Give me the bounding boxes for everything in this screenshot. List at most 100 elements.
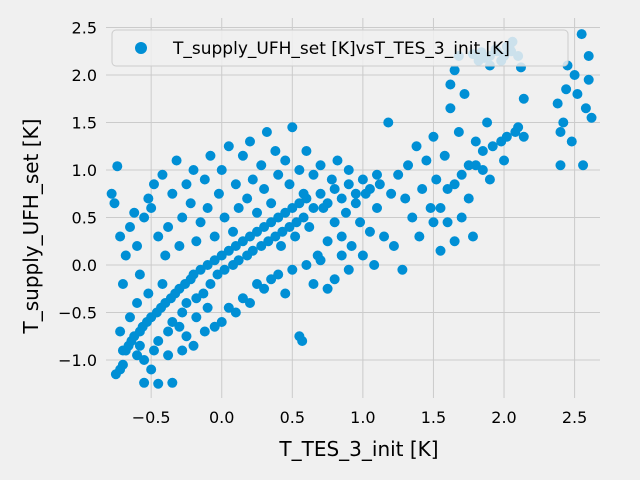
data-point xyxy=(195,217,206,228)
data-point xyxy=(294,198,305,209)
data-point xyxy=(117,345,128,356)
data-point xyxy=(115,231,126,242)
data-point xyxy=(167,317,178,327)
data-point xyxy=(181,331,192,342)
data-point xyxy=(518,93,529,104)
x-tick-label: 0.0 xyxy=(209,408,234,427)
data-point xyxy=(386,188,397,199)
data-point xyxy=(371,203,382,213)
data-point xyxy=(287,203,298,213)
data-point xyxy=(329,184,340,194)
data-point xyxy=(191,293,202,304)
data-point xyxy=(216,250,227,261)
data-point xyxy=(205,279,216,289)
data-point xyxy=(484,174,495,185)
legend-box xyxy=(111,29,569,67)
data-point xyxy=(336,250,347,261)
legend-label: T_supply_UFH_set [K]vsT_TES_3_init [K] xyxy=(172,39,510,59)
data-point xyxy=(287,122,298,133)
data-point xyxy=(247,174,258,185)
data-point xyxy=(273,169,284,180)
y-tick-label: 2.5 xyxy=(72,19,97,38)
data-point xyxy=(357,174,368,185)
data-point xyxy=(146,364,157,375)
data-point xyxy=(139,355,150,365)
data-point xyxy=(191,312,202,323)
data-point xyxy=(237,236,248,247)
data-point xyxy=(191,236,202,247)
data-point xyxy=(223,245,234,256)
data-point xyxy=(209,231,220,242)
x-axis-label: T_TES_3_init [K] xyxy=(278,437,438,461)
y-tick-label: 1.5 xyxy=(72,114,97,133)
data-point xyxy=(586,112,597,123)
data-point xyxy=(273,269,284,280)
data-point xyxy=(259,184,270,194)
data-point xyxy=(558,117,569,128)
data-point xyxy=(129,207,140,218)
data-point xyxy=(435,245,446,256)
data-point xyxy=(216,317,227,327)
data-point xyxy=(230,179,241,190)
data-point xyxy=(456,169,467,180)
data-point xyxy=(369,260,380,270)
data-point xyxy=(417,184,428,194)
x-tick-label: 2.5 xyxy=(562,408,587,427)
data-point xyxy=(181,298,192,308)
data-point xyxy=(572,89,583,99)
data-point xyxy=(163,326,174,337)
data-point xyxy=(364,226,375,237)
data-point xyxy=(329,274,340,285)
data-point xyxy=(308,169,319,180)
data-point xyxy=(463,193,474,204)
data-point xyxy=(266,217,277,228)
x-tick-label: 1.0 xyxy=(350,408,375,427)
data-point xyxy=(202,302,213,313)
data-point xyxy=(513,122,524,133)
data-point xyxy=(270,146,281,156)
data-point xyxy=(482,117,493,128)
x-tick-label: 1.5 xyxy=(421,408,446,427)
data-point xyxy=(117,279,128,289)
data-point xyxy=(230,241,241,251)
data-point xyxy=(266,198,277,209)
data-point xyxy=(343,165,354,175)
data-point xyxy=(205,150,216,161)
data-point xyxy=(157,169,168,180)
data-point xyxy=(343,264,354,275)
y-axis-label: T_supply_UFH_set [K] xyxy=(19,119,43,335)
data-point xyxy=(213,188,224,199)
data-point xyxy=(470,160,481,171)
data-point xyxy=(219,264,230,275)
data-point xyxy=(576,29,587,40)
data-point xyxy=(297,336,308,346)
data-point xyxy=(120,250,131,261)
data-point xyxy=(233,203,244,213)
data-point xyxy=(397,264,408,275)
data-point xyxy=(167,377,178,388)
data-point xyxy=(315,188,326,199)
data-point xyxy=(228,226,239,237)
data-point xyxy=(414,231,425,242)
data-point xyxy=(163,350,174,361)
y-tick-label: 2.0 xyxy=(72,66,97,85)
data-point xyxy=(578,160,589,171)
data-point xyxy=(280,155,291,166)
data-point xyxy=(256,160,267,171)
data-point xyxy=(177,212,188,223)
data-point xyxy=(277,226,288,237)
data-point xyxy=(470,136,481,147)
data-point xyxy=(132,241,143,251)
data-point xyxy=(284,222,295,232)
y-axis-ticks: −1.0 −0.5 0.0 0.5 1.0 1.5 2.0 2.5 xyxy=(58,19,97,371)
data-point xyxy=(453,127,464,137)
legend: T_supply_UFH_set [K]vsT_TES_3_init [K] xyxy=(111,29,569,67)
data-point xyxy=(263,236,274,247)
data-point xyxy=(284,179,295,190)
data-point xyxy=(552,98,563,109)
data-point xyxy=(157,279,168,289)
data-point xyxy=(195,264,206,275)
data-point xyxy=(304,222,315,232)
y-tick-label: −0.5 xyxy=(58,304,97,323)
